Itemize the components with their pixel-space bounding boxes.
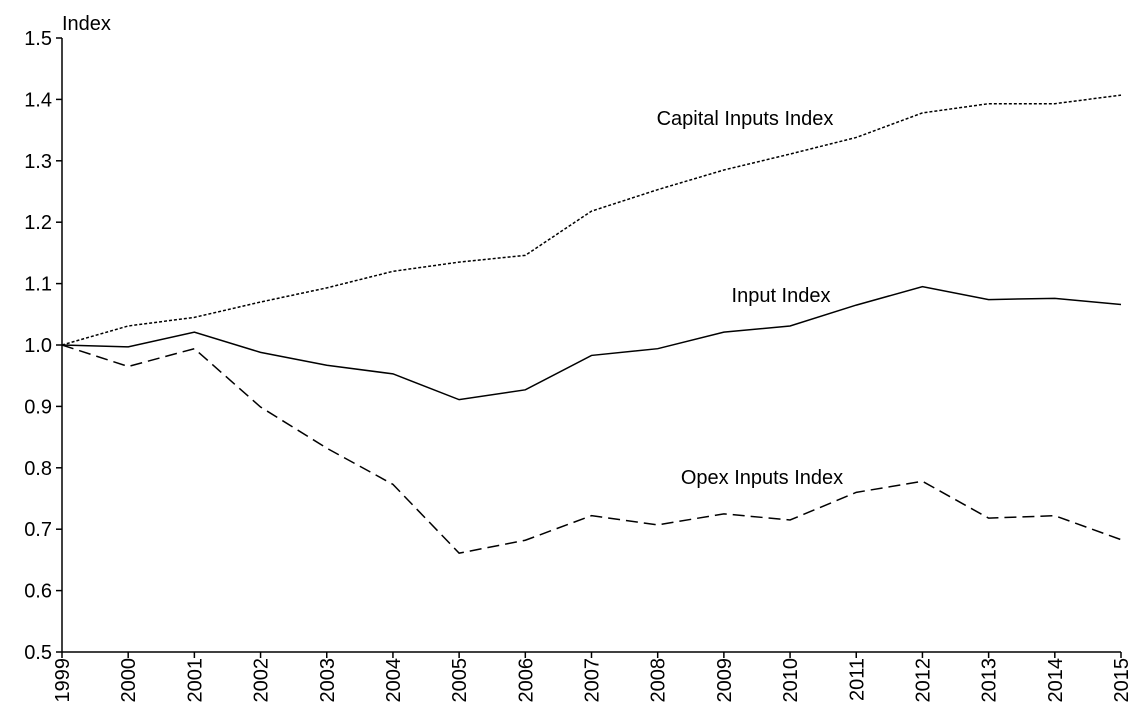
y-tick-label: 0.8 [24, 458, 52, 480]
y-tick-label: 1.5 [24, 28, 52, 50]
y-tick-label: 0.7 [24, 519, 52, 541]
x-tick-label: 2003 [317, 658, 339, 703]
x-tick-label: 2014 [1045, 658, 1067, 703]
x-tick-label: 2001 [184, 658, 206, 703]
x-tick-label: 2009 [714, 658, 736, 703]
x-tick-label: 1999 [52, 658, 74, 703]
y-tick-label: 1.3 [24, 151, 52, 173]
x-tick-label: 2006 [515, 658, 537, 703]
y-tick-label: 1.0 [24, 335, 52, 357]
x-tick-label: 2000 [118, 658, 140, 703]
y-tick-label: 1.1 [24, 274, 52, 296]
series-line [61, 94, 1122, 346]
y-tick-label: 0.5 [24, 642, 52, 664]
x-tick-label: 2005 [449, 658, 471, 703]
series-line [61, 344, 1122, 554]
y-tick-label: 1.2 [24, 212, 52, 234]
x-tick-label: 2002 [251, 658, 273, 703]
x-tick-label: 2013 [979, 658, 1001, 703]
y-tick-label: 0.9 [24, 396, 52, 418]
x-tick-label: 2004 [383, 658, 405, 703]
y-tick-label: 1.4 [24, 89, 52, 111]
x-tick-label: 2010 [780, 658, 802, 703]
x-tick-label: 2015 [1111, 658, 1132, 703]
series-label: Input Index [732, 285, 831, 307]
y-axis-label: Index [62, 13, 111, 35]
series-label: Capital Inputs Index [657, 108, 834, 130]
x-tick-label: 2008 [648, 658, 670, 703]
x-tick-label: 2012 [912, 658, 934, 703]
x-tick-label: 2011 [846, 658, 868, 701]
x-tick-label: 2007 [582, 658, 604, 703]
y-tick-label: 0.6 [24, 581, 52, 603]
series-label: Opex Inputs Index [681, 467, 843, 489]
series-line [61, 285, 1122, 401]
